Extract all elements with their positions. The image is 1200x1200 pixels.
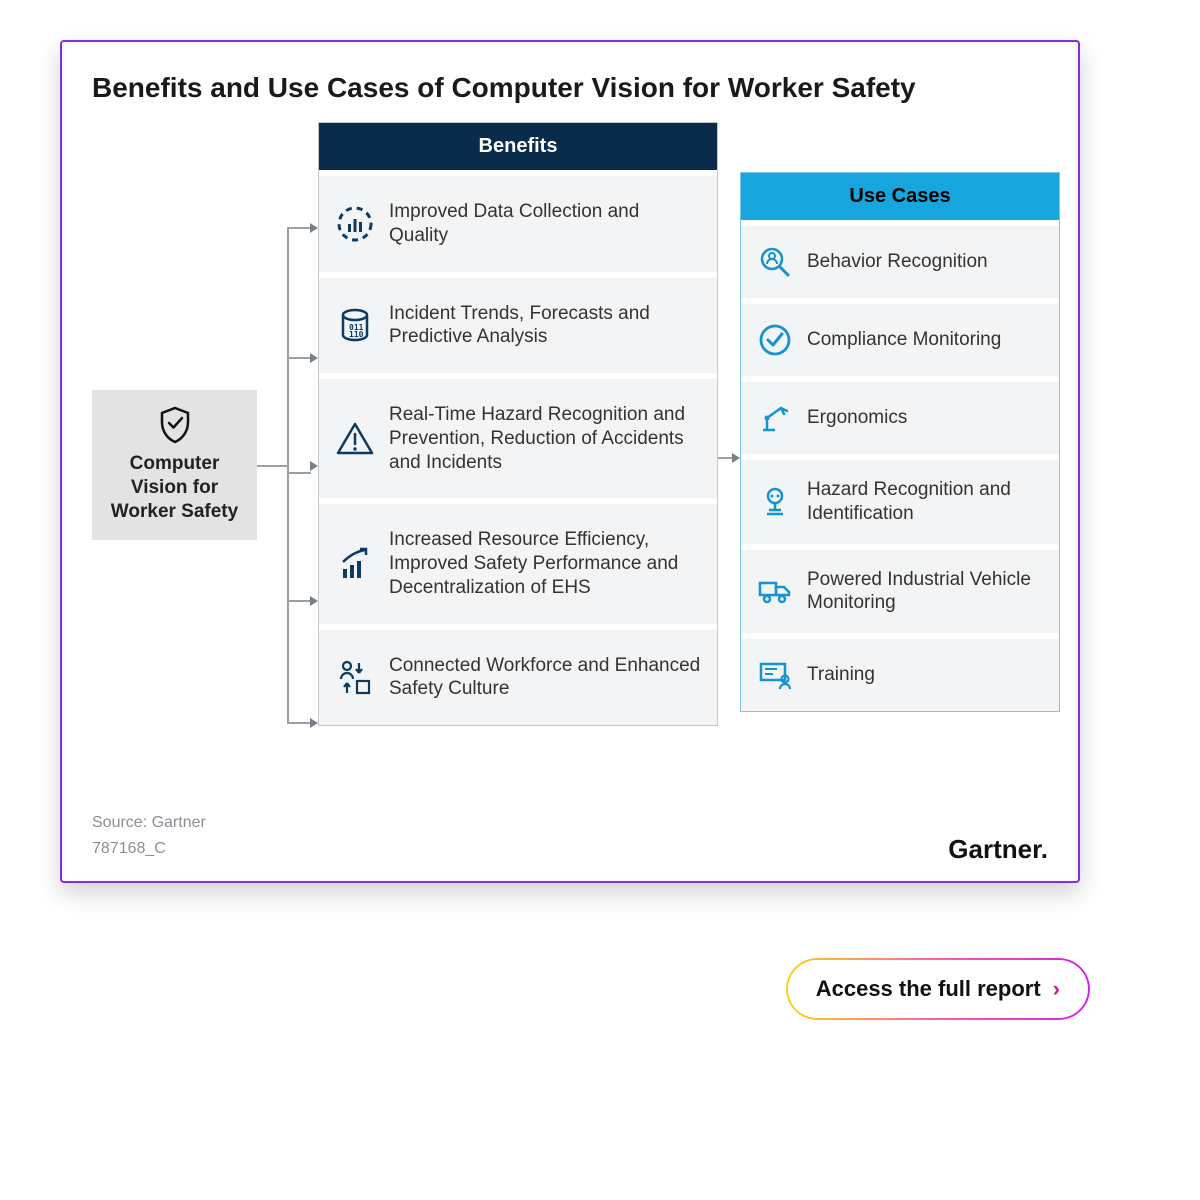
shield-check-icon: [158, 406, 192, 444]
hazard-bot-icon: [757, 484, 793, 520]
usecases-column: Use Cases Behavior Recognition: [740, 172, 1060, 712]
diagram: Computer Vision for Worker Safety Benefi…: [92, 122, 1048, 802]
benefit-row: Improved Data Collection and Quality: [319, 170, 717, 272]
growth-chart-icon: [335, 544, 375, 584]
connector: [287, 472, 311, 474]
arrow-icon: [310, 461, 318, 471]
usecases-header: Use Cases: [741, 173, 1059, 220]
benefit-row: Real-Time Hazard Recognition and Prevent…: [319, 373, 717, 498]
benefit-row: Increased Resource Efficiency, Improved …: [319, 498, 717, 623]
arrow-icon: [310, 353, 318, 363]
connector: [287, 227, 311, 229]
arrow-icon: [310, 223, 318, 233]
database-icon: 011 110: [335, 305, 375, 345]
data-quality-icon: [335, 204, 375, 244]
warning-triangle-icon: [335, 419, 375, 459]
connector: [287, 227, 289, 723]
usecase-row: Compliance Monitoring: [741, 298, 1059, 376]
usecase-label: Powered Industrial Vehicle Monitoring: [807, 568, 1043, 616]
connector: [287, 722, 311, 724]
benefits-header: Benefits: [319, 123, 717, 170]
svg-text:110: 110: [349, 330, 364, 339]
training-board-icon: [757, 657, 793, 693]
source-box: Computer Vision for Worker Safety: [92, 390, 257, 540]
benefit-label: Incident Trends, Forecasts and Predictiv…: [389, 302, 701, 350]
connector: [287, 600, 311, 602]
benefit-label: Connected Workforce and Enhanced Safety …: [389, 654, 701, 702]
truck-icon: [757, 573, 793, 609]
usecase-label: Hazard Recognition and Identification: [807, 478, 1043, 526]
access-report-button[interactable]: Access the full report ›: [786, 958, 1090, 1020]
footer-ref: 787168_C: [92, 836, 1048, 862]
brand-logo: Gartner: [948, 834, 1048, 865]
benefit-label: Real-Time Hazard Recognition and Prevent…: [389, 403, 701, 474]
benefit-label: Increased Resource Efficiency, Improved …: [389, 528, 701, 599]
usecase-row: Ergonomics: [741, 376, 1059, 454]
usecase-label: Compliance Monitoring: [807, 328, 1001, 352]
cta-label: Access the full report: [816, 976, 1041, 1002]
usecase-row: Behavior Recognition: [741, 220, 1059, 298]
usecase-label: Behavior Recognition: [807, 250, 988, 274]
person-search-icon: [757, 244, 793, 280]
page-title: Benefits and Use Cases of Computer Visio…: [92, 72, 1048, 104]
report-card: Benefits and Use Cases of Computer Visio…: [60, 40, 1080, 883]
footer-source-text: Source: Gartner: [92, 810, 1048, 836]
usecase-row: Hazard Recognition and Identification: [741, 454, 1059, 544]
benefits-column: Benefits Improved Data Collection and Qu…: [318, 122, 718, 726]
usecase-label: Ergonomics: [807, 406, 907, 430]
usecase-row: Training: [741, 633, 1059, 711]
robot-arm-icon: [757, 400, 793, 436]
arrow-icon: [310, 596, 318, 606]
usecase-label: Training: [807, 663, 875, 687]
arrow-icon: [310, 718, 318, 728]
source-box-label: Computer Vision for Worker Safety: [102, 452, 247, 523]
usecase-row: Powered Industrial Vehicle Monitoring: [741, 544, 1059, 634]
connected-workforce-icon: [335, 657, 375, 697]
benefit-label: Improved Data Collection and Quality: [389, 200, 701, 248]
chevron-right-icon: ›: [1053, 976, 1060, 1002]
arrow-icon: [732, 453, 740, 463]
benefit-row: Connected Workforce and Enhanced Safety …: [319, 624, 717, 726]
cta-wrap: Access the full report ›: [786, 958, 1090, 1020]
footer-source: Source: Gartner 787168_C: [92, 810, 1048, 861]
connector: [257, 465, 287, 467]
connector: [287, 357, 311, 359]
check-circle-icon: [757, 322, 793, 358]
benefit-row: 011 110 Incident Trends, Forecasts and P…: [319, 272, 717, 374]
